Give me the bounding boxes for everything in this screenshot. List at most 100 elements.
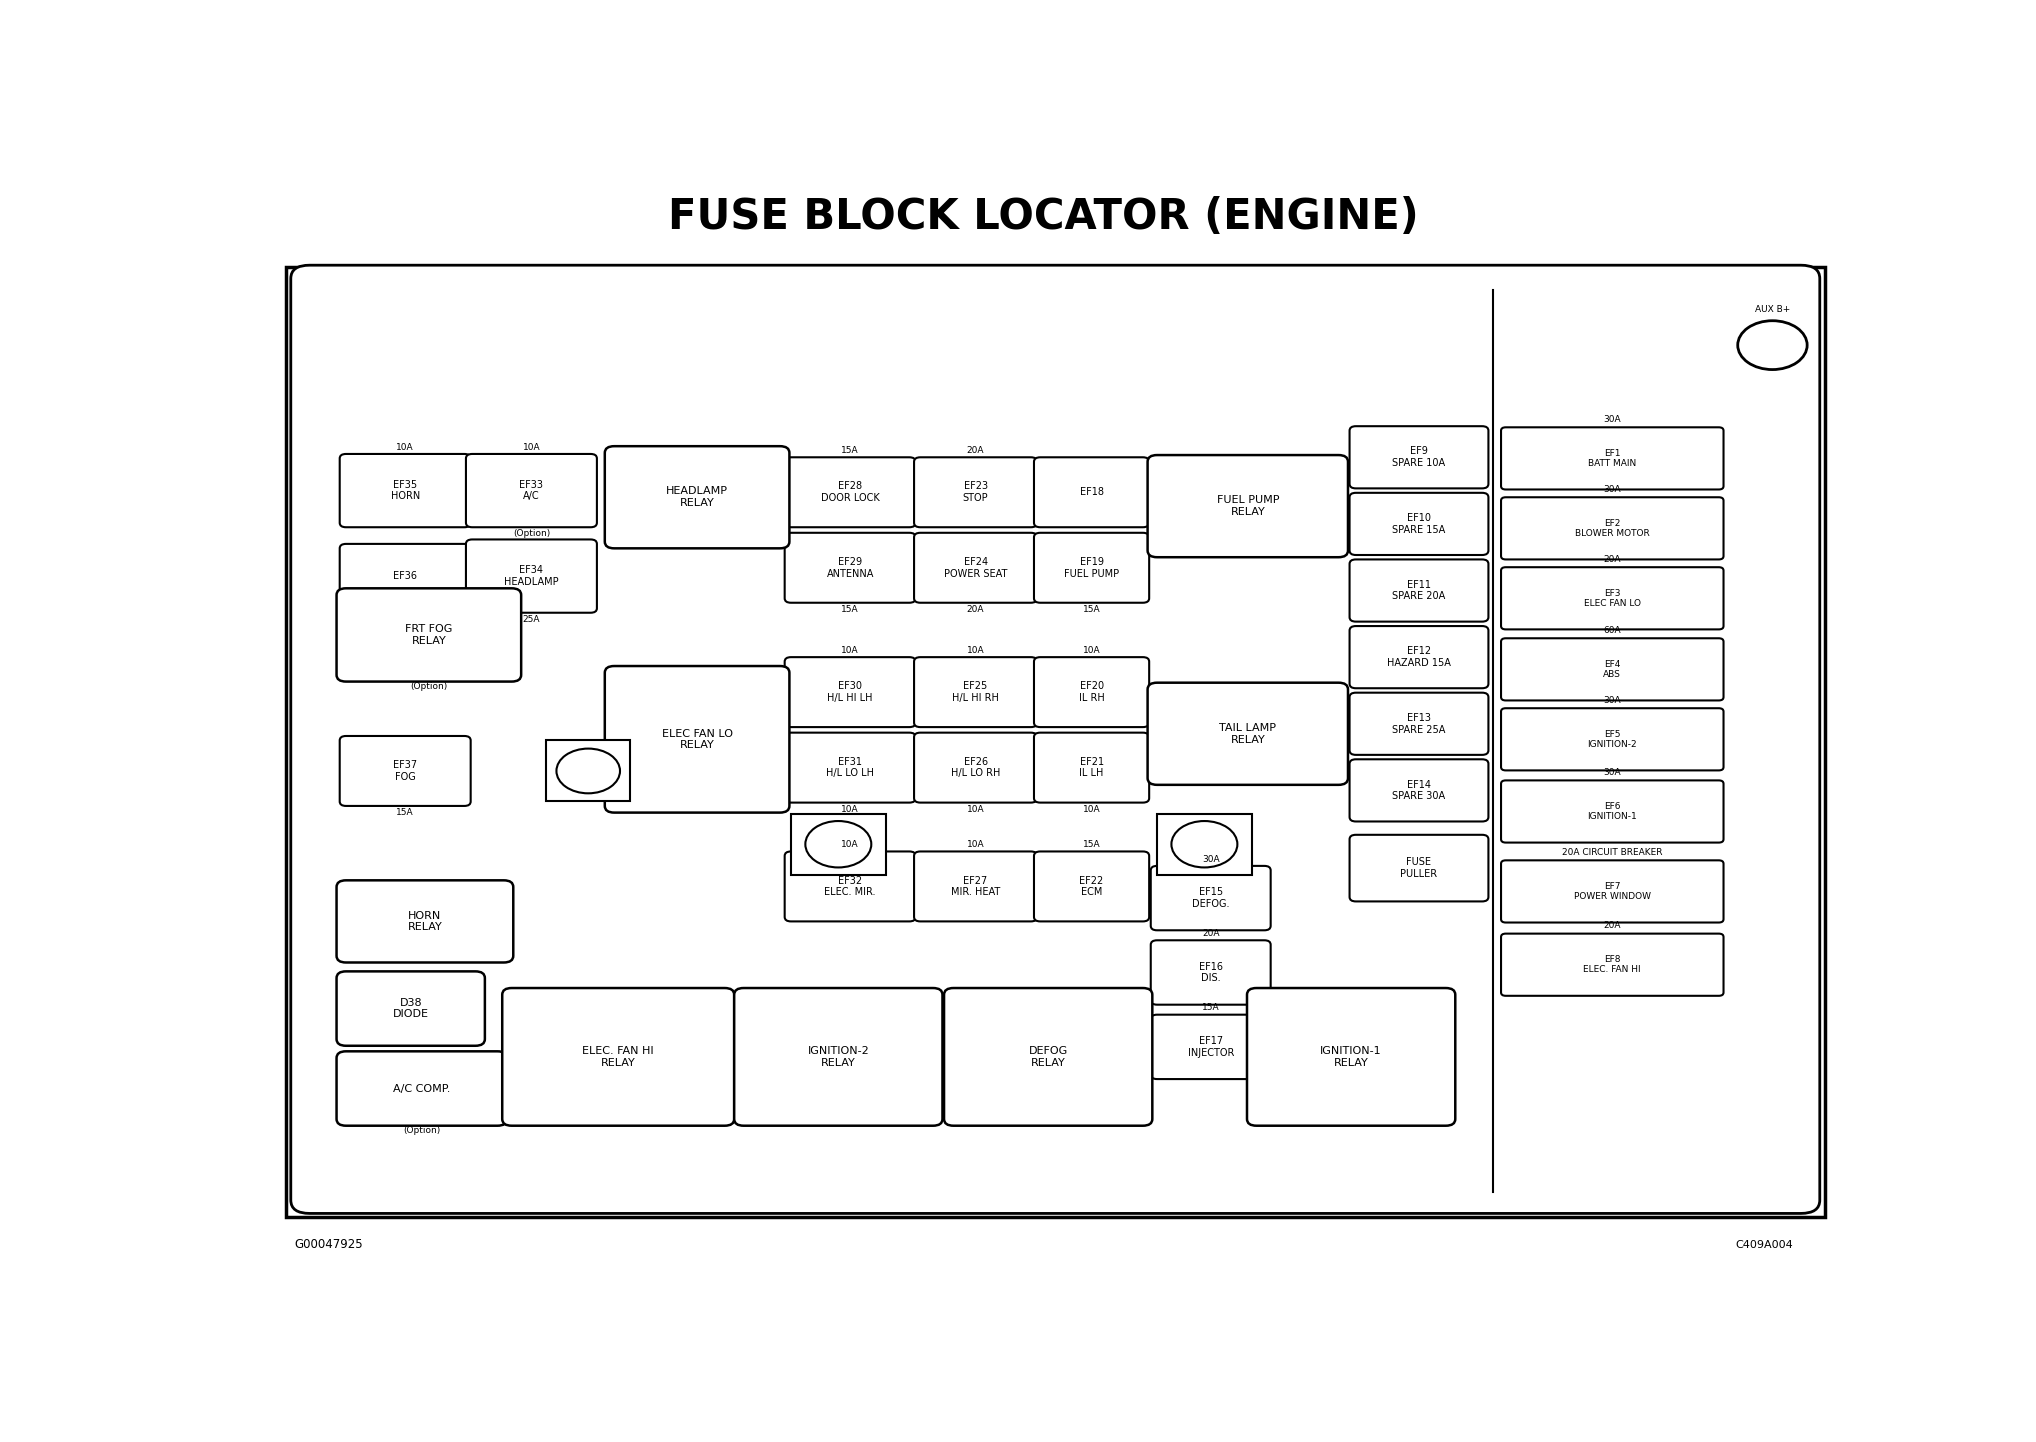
Text: EF9
SPARE 10A: EF9 SPARE 10A (1393, 447, 1446, 469)
Text: FUSE
PULLER: FUSE PULLER (1401, 858, 1437, 880)
Text: FUSE BLOCK LOCATOR (ENGINE): FUSE BLOCK LOCATOR (ENGINE) (668, 196, 1419, 238)
FancyBboxPatch shape (340, 544, 470, 609)
FancyBboxPatch shape (914, 457, 1036, 528)
Text: 10A: 10A (523, 443, 540, 451)
Text: FRT FOG
RELAY: FRT FOG RELAY (405, 624, 452, 646)
FancyBboxPatch shape (336, 880, 513, 962)
FancyBboxPatch shape (1150, 1015, 1270, 1079)
FancyBboxPatch shape (1501, 497, 1724, 559)
Text: HORN
RELAY: HORN RELAY (407, 910, 442, 932)
FancyBboxPatch shape (914, 733, 1036, 803)
Circle shape (1739, 320, 1808, 369)
Text: 20A: 20A (1604, 555, 1621, 564)
FancyBboxPatch shape (1350, 760, 1488, 822)
FancyBboxPatch shape (1350, 559, 1488, 622)
FancyBboxPatch shape (1350, 493, 1488, 555)
FancyBboxPatch shape (945, 988, 1152, 1126)
Circle shape (556, 748, 621, 793)
Text: HEADLAMP
RELAY: HEADLAMP RELAY (666, 486, 729, 508)
FancyBboxPatch shape (1246, 988, 1456, 1126)
Text: 20A: 20A (1604, 921, 1621, 930)
Text: IGNITION-1
RELAY: IGNITION-1 RELAY (1319, 1045, 1382, 1067)
Text: EF19
FUEL PUMP: EF19 FUEL PUMP (1065, 557, 1120, 578)
Text: EF3
ELEC FAN LO: EF3 ELEC FAN LO (1584, 588, 1641, 609)
Text: 15A: 15A (1201, 1004, 1220, 1012)
Text: 30A: 30A (1604, 696, 1621, 705)
FancyBboxPatch shape (1501, 933, 1724, 996)
Text: AUX B+: AUX B+ (1755, 306, 1790, 314)
Text: EF25
H/L HI RH: EF25 H/L HI RH (953, 681, 1000, 702)
Text: EF6
IGNITION-1: EF6 IGNITION-1 (1588, 802, 1637, 820)
Text: 20A: 20A (1201, 929, 1220, 939)
FancyBboxPatch shape (466, 454, 597, 528)
Text: ELEC FAN LO
RELAY: ELEC FAN LO RELAY (662, 728, 733, 750)
Circle shape (806, 820, 871, 868)
Text: 10A: 10A (841, 841, 859, 849)
Text: 60A: 60A (1604, 626, 1621, 634)
Text: 30A: 30A (1604, 769, 1621, 777)
Text: EF36: EF36 (393, 571, 417, 581)
FancyBboxPatch shape (340, 735, 470, 806)
Text: C409A004: C409A004 (1735, 1240, 1794, 1250)
Text: 10A: 10A (967, 646, 985, 655)
FancyBboxPatch shape (291, 265, 1820, 1213)
FancyBboxPatch shape (914, 851, 1036, 921)
FancyBboxPatch shape (336, 1051, 507, 1126)
Text: EF21
IL LH: EF21 IL LH (1079, 757, 1104, 779)
Text: 30A: 30A (1604, 485, 1621, 495)
FancyBboxPatch shape (784, 658, 916, 727)
Bar (1156, 813, 1252, 875)
FancyBboxPatch shape (336, 588, 521, 682)
Text: EF5
IGNITION-2: EF5 IGNITION-2 (1588, 730, 1637, 748)
Text: EF1
BATT MAIN: EF1 BATT MAIN (1588, 448, 1637, 469)
FancyBboxPatch shape (784, 733, 916, 803)
Text: EF20
IL RH: EF20 IL RH (1079, 681, 1104, 702)
FancyBboxPatch shape (336, 972, 485, 1045)
Text: 10A: 10A (1083, 646, 1099, 655)
FancyBboxPatch shape (914, 532, 1036, 603)
Text: EF10
SPARE 15A: EF10 SPARE 15A (1393, 513, 1446, 535)
FancyBboxPatch shape (1350, 692, 1488, 754)
Text: 10A: 10A (841, 646, 859, 655)
Text: EF24
POWER SEAT: EF24 POWER SEAT (945, 557, 1008, 578)
Text: 30A: 30A (1201, 855, 1220, 864)
Text: G00047925: G00047925 (293, 1239, 362, 1252)
Circle shape (1171, 820, 1238, 868)
Text: 20A CIRCUIT BREAKER: 20A CIRCUIT BREAKER (1562, 848, 1663, 857)
FancyBboxPatch shape (1350, 626, 1488, 688)
Text: EF14
SPARE 30A: EF14 SPARE 30A (1393, 780, 1446, 802)
FancyBboxPatch shape (1034, 658, 1148, 727)
Text: 10A: 10A (967, 841, 985, 849)
Text: EF37
FOG: EF37 FOG (393, 760, 417, 782)
Text: (Option): (Option) (403, 1126, 440, 1135)
FancyBboxPatch shape (1501, 427, 1724, 489)
Text: EF31
H/L LO LH: EF31 H/L LO LH (827, 757, 873, 779)
Bar (546, 740, 629, 802)
FancyBboxPatch shape (1350, 427, 1488, 489)
Text: EF12
HAZARD 15A: EF12 HAZARD 15A (1387, 646, 1452, 668)
FancyBboxPatch shape (1034, 733, 1148, 803)
Text: EF23
STOP: EF23 STOP (963, 482, 987, 503)
Text: EF11
SPARE 20A: EF11 SPARE 20A (1393, 580, 1446, 601)
Text: EF28
DOOR LOCK: EF28 DOOR LOCK (821, 482, 880, 503)
Text: EF26
H/L LO RH: EF26 H/L LO RH (951, 757, 1000, 779)
Text: 15A: 15A (1083, 841, 1099, 849)
Text: EF33
A/C: EF33 A/C (519, 480, 544, 502)
FancyBboxPatch shape (1148, 682, 1348, 784)
Text: EF16
DIS.: EF16 DIS. (1199, 962, 1224, 983)
FancyBboxPatch shape (1150, 865, 1270, 930)
FancyBboxPatch shape (503, 988, 735, 1126)
Text: (Option): (Option) (409, 682, 448, 691)
Text: EF18: EF18 (1079, 487, 1104, 497)
Text: 10A: 10A (841, 805, 859, 813)
FancyBboxPatch shape (784, 851, 916, 921)
FancyBboxPatch shape (605, 446, 790, 548)
Text: 10A: 10A (397, 443, 413, 451)
FancyBboxPatch shape (1501, 567, 1724, 629)
Text: 15A: 15A (1083, 606, 1099, 614)
Text: EF30
H/L HI LH: EF30 H/L HI LH (827, 681, 873, 702)
Text: 10A: 10A (1083, 805, 1099, 813)
Text: EF27
MIR. HEAT: EF27 MIR. HEAT (951, 875, 1000, 897)
FancyBboxPatch shape (340, 454, 470, 528)
Text: 30A: 30A (1604, 415, 1621, 424)
